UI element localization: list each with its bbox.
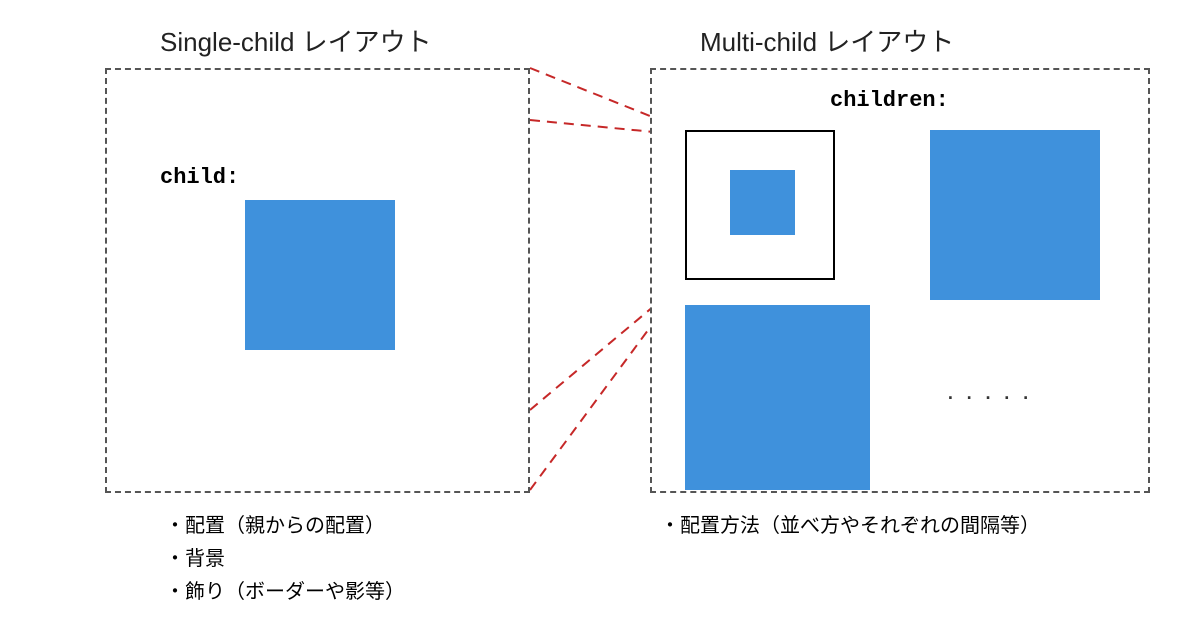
heading-multi-child: Multi-child レイアウト	[700, 22, 954, 59]
caption-left-line3: ・飾り（ボーダーや影等）	[165, 576, 405, 609]
caption-right: ・配置方法（並べ方やそれぞれの間隔等）	[660, 510, 1040, 543]
multi-box-top-right	[930, 130, 1100, 300]
caption-left-line1: ・配置（親からの配置）	[165, 510, 405, 543]
multi-box-bottom-left	[685, 305, 870, 490]
label-child: child:	[160, 165, 239, 190]
label-children: children:	[830, 88, 949, 113]
ellipsis-icon: .....	[945, 385, 1039, 405]
single-child-box	[245, 200, 395, 350]
caption-left-line2: ・背景	[165, 543, 405, 576]
heading-single-child: Single-child レイアウト	[160, 22, 432, 59]
caption-right-line: ・配置方法（並べ方やそれぞれの間隔等）	[660, 510, 1040, 543]
caption-left: ・配置（親からの配置） ・背景 ・飾り（ボーダーや影等）	[165, 510, 405, 609]
nested-inner-box	[730, 170, 795, 235]
